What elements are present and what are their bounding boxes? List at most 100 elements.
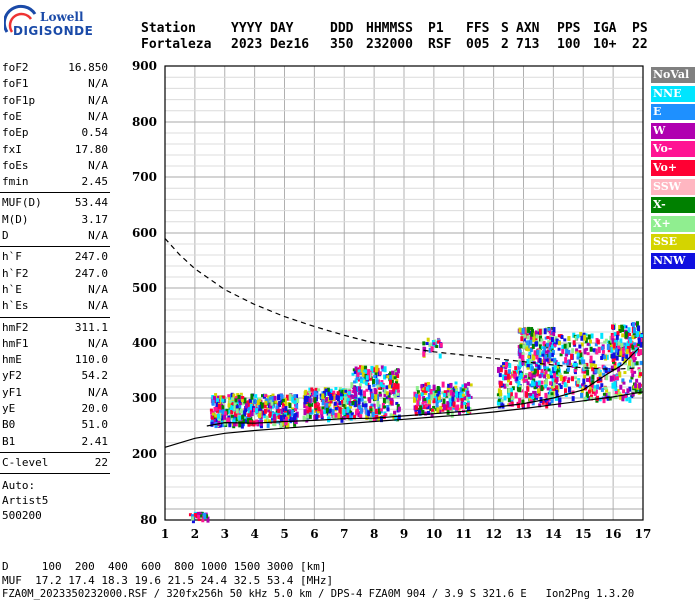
echo-point xyxy=(256,400,260,406)
echo-point xyxy=(375,379,379,386)
echo-point xyxy=(552,387,556,391)
echo-point xyxy=(582,359,586,365)
echo-point xyxy=(307,391,311,396)
echo-point xyxy=(206,516,210,523)
echo-point xyxy=(537,364,541,370)
echo-point xyxy=(336,405,340,409)
echo-point xyxy=(591,382,595,389)
echo-point xyxy=(388,384,392,389)
echo-point xyxy=(360,397,364,402)
echo-point xyxy=(444,404,448,411)
echo-point xyxy=(625,349,629,355)
echo-point xyxy=(250,398,254,405)
echo-point xyxy=(250,393,254,400)
echo-point xyxy=(357,390,361,395)
echo-point xyxy=(619,338,623,344)
echo-point xyxy=(379,416,383,423)
echo-point xyxy=(532,336,536,343)
echo-point xyxy=(278,401,282,408)
echo-point xyxy=(559,353,563,357)
echo-point xyxy=(346,397,350,404)
param-row: foE N/A xyxy=(2,110,108,126)
echo-point xyxy=(342,409,346,416)
echo-point xyxy=(548,352,552,359)
echo-point xyxy=(246,418,250,425)
echo-point xyxy=(235,408,239,414)
echo-point xyxy=(244,419,248,423)
echo-point xyxy=(502,363,506,367)
echo-point xyxy=(521,354,525,361)
legend-item-nnw: NNW xyxy=(651,253,695,269)
echo-point xyxy=(357,405,361,411)
echo-point xyxy=(551,383,555,389)
echo-point xyxy=(454,385,458,389)
echo-point xyxy=(620,324,624,329)
echo-point xyxy=(631,362,635,369)
echo-point xyxy=(533,386,537,390)
echo-point xyxy=(249,403,253,410)
echo-point xyxy=(323,405,327,410)
echo-point xyxy=(540,385,544,392)
y-tick-label: 900 xyxy=(132,59,157,73)
legend-item-vo: Vo+ xyxy=(651,160,695,176)
param-key: foE xyxy=(2,109,22,123)
echo-point xyxy=(616,344,620,351)
echo-point xyxy=(611,334,615,338)
param-row: fxI 17.80 xyxy=(2,143,108,159)
echo-point xyxy=(639,372,643,377)
echo-point xyxy=(396,389,400,396)
echo-point xyxy=(359,405,363,410)
echo-point xyxy=(228,396,232,401)
echo-point xyxy=(518,387,522,393)
echo-point xyxy=(628,386,632,392)
param-value: 20.0 xyxy=(81,402,109,415)
echo-point xyxy=(242,419,246,424)
echo-point xyxy=(325,402,329,408)
echo-point xyxy=(214,418,218,423)
param-value: 51.0 xyxy=(81,418,109,432)
echo-point xyxy=(454,381,458,385)
echo-point xyxy=(434,389,438,393)
echo-point xyxy=(624,325,628,329)
echo-point xyxy=(460,402,464,406)
echo-point xyxy=(550,346,554,352)
echo-point xyxy=(328,411,332,415)
echo-point xyxy=(393,382,397,388)
echo-point xyxy=(335,401,339,407)
echo-point xyxy=(423,392,427,396)
echo-point xyxy=(202,512,206,516)
echo-point xyxy=(562,376,566,382)
echo-point xyxy=(425,398,429,403)
echo-point xyxy=(583,348,587,355)
echo-point xyxy=(456,404,460,411)
echo-point xyxy=(361,370,365,377)
echo-point xyxy=(531,381,535,386)
echo-point xyxy=(537,380,541,386)
echo-point xyxy=(614,390,618,395)
echo-point xyxy=(584,337,588,344)
echo-point xyxy=(537,328,541,332)
echo-point xyxy=(370,393,374,400)
echo-point xyxy=(281,408,285,413)
echo-point xyxy=(352,368,356,372)
echo-point xyxy=(233,404,237,411)
echo-point xyxy=(515,369,519,374)
echo-point xyxy=(634,383,638,389)
x-tick-label: 3 xyxy=(221,527,229,541)
echo-point xyxy=(606,370,610,374)
echo-point xyxy=(219,409,223,414)
echo-point xyxy=(597,368,601,375)
auto-line3: 500200 xyxy=(2,509,42,523)
echo-point xyxy=(632,327,636,334)
echo-point xyxy=(416,400,420,407)
echo-point xyxy=(458,393,462,397)
echo-point xyxy=(334,406,338,410)
echo-point xyxy=(424,411,428,416)
echo-point xyxy=(229,416,233,420)
echo-point xyxy=(581,383,585,387)
echo-point xyxy=(238,402,242,409)
legend-item-e: E xyxy=(651,104,695,121)
echo-point xyxy=(280,394,284,400)
x-tick-label: 8 xyxy=(370,527,378,541)
echo-point xyxy=(509,392,513,399)
